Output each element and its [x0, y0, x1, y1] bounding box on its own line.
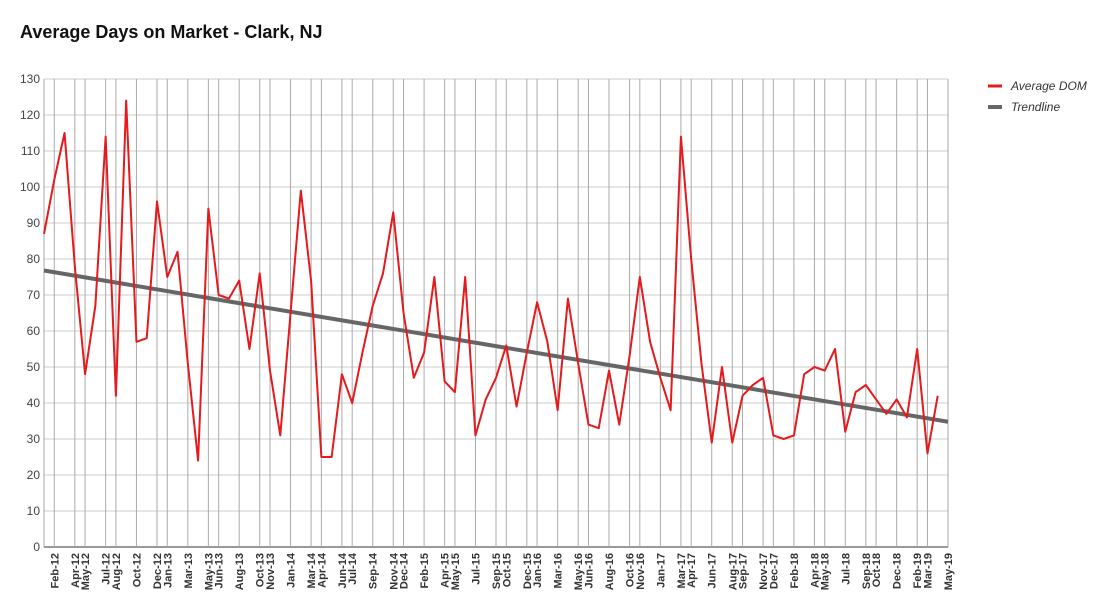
x-tick-label: May-19 [943, 553, 955, 590]
y-tick-label: 50 [27, 360, 41, 374]
x-tick-label: Apr-18 [809, 553, 821, 588]
x-tick-label: Dec-12 [152, 553, 164, 589]
x-tick-label: Oct-18 [871, 553, 883, 587]
x-tick-label: Feb-12 [49, 553, 61, 588]
x-tick-label: Sep-17 [738, 553, 750, 589]
x-tick-label: Apr-14 [316, 552, 328, 588]
x-tick-label: Jul-15 [470, 553, 482, 585]
x-tick-label: Sep-14 [368, 552, 380, 589]
y-tick-label: 60 [27, 324, 41, 338]
y-tick-label: 90 [27, 216, 41, 230]
x-tick-label: Nov-14 [388, 552, 400, 590]
y-tick-label: 110 [21, 144, 40, 158]
grid-lines [43, 78, 949, 548]
x-tick-label: Dec-15 [522, 553, 534, 589]
y-tick-label: 0 [33, 540, 40, 554]
legend: Average DOM Trendline [988, 79, 1087, 114]
x-tick-label: Mar-16 [553, 553, 565, 588]
legend-label: Average DOM [1010, 79, 1087, 93]
x-tick-label: May-15 [450, 553, 462, 590]
x-tick-label: May-16 [573, 553, 585, 590]
x-tick-label: Nov-13 [265, 553, 277, 590]
legend-swatch [988, 105, 1002, 109]
x-tick-label: Jan-13 [162, 553, 174, 588]
series-lines [43, 99, 949, 462]
x-tick-label: Aug-12 [111, 553, 123, 590]
x-tick-label: Jul-12 [101, 553, 113, 585]
x-tick-label: Mar-13 [183, 553, 195, 588]
y-tick-label: 130 [20, 72, 40, 86]
x-tick-label: Jan-17 [655, 553, 667, 588]
x-tick-label: May-18 [820, 553, 832, 590]
x-tick-label: Apr-12 [70, 553, 82, 588]
x-tick-label: Nov-16 [635, 553, 647, 590]
x-tick-label: Jun-13 [214, 553, 226, 588]
y-tick-label: 120 [20, 108, 40, 122]
chart-title: Average Days on Market - Clark, NJ [20, 22, 323, 42]
x-tick-label: Jul-18 [840, 553, 852, 585]
y-tick-label: 40 [27, 396, 41, 410]
x-tick-label: Jun-16 [583, 553, 595, 588]
x-tick-label: Jul-14 [347, 552, 359, 585]
x-tick-label: Jan-16 [532, 553, 544, 588]
x-tick-label: Oct-15 [501, 553, 513, 587]
x-tick-label: Feb-19 [912, 553, 924, 588]
x-tick-label: Mar-14 [306, 552, 318, 588]
x-tick-label: May-12 [80, 553, 92, 590]
legend-item-trendline: Trendline [988, 100, 1060, 114]
y-tick-label: 80 [27, 252, 41, 266]
y-tick-label: 30 [27, 432, 41, 446]
x-tick-label: Oct-13 [255, 553, 267, 587]
y-tick-label: 100 [20, 180, 40, 194]
trendline [43, 268, 949, 424]
legend-swatch [988, 84, 1002, 88]
x-tick-label: Oct-12 [131, 553, 143, 587]
x-tick-label: Sep-18 [861, 553, 873, 589]
x-tick-label: Jun-17 [707, 553, 719, 588]
x-tick-label: May-13 [203, 553, 215, 590]
x-tick-label: Jun-14 [337, 552, 349, 588]
x-tick-label: Mar-17 [676, 553, 688, 588]
x-tick-label: Feb-18 [789, 553, 801, 588]
legend-item-average-dom: Average DOM [988, 79, 1087, 93]
x-tick-label: Mar-19 [922, 553, 934, 588]
x-tick-label: Nov-17 [758, 553, 770, 590]
x-tick-label: Dec-17 [768, 553, 780, 589]
x-tick-label: Dec-14 [399, 552, 411, 589]
x-tick-label: Aug-17 [727, 553, 739, 590]
x-tick-label: Feb-15 [419, 553, 431, 588]
x-tick-label: Oct-16 [625, 553, 637, 587]
x-tick-label: Aug-13 [234, 553, 246, 590]
legend-label: Trendline [1011, 100, 1060, 114]
x-tick-label: Jan-14 [286, 552, 298, 588]
x-tick-label: Apr-15 [440, 553, 452, 588]
average-dom-line [43, 99, 939, 462]
y-tick-label: 70 [27, 288, 41, 302]
y-tick-label: 20 [27, 468, 41, 482]
x-tick-label: Apr-17 [686, 553, 698, 588]
y-tick-label: 10 [27, 504, 41, 518]
x-tick-label: Sep-15 [491, 553, 503, 589]
x-tick-label: Aug-16 [604, 553, 616, 590]
x-tick-label: Dec-18 [892, 553, 904, 589]
y-axis-ticks: 0 10 20 30 40 50 60 70 80 90 100 110 120 130 [20, 72, 40, 554]
